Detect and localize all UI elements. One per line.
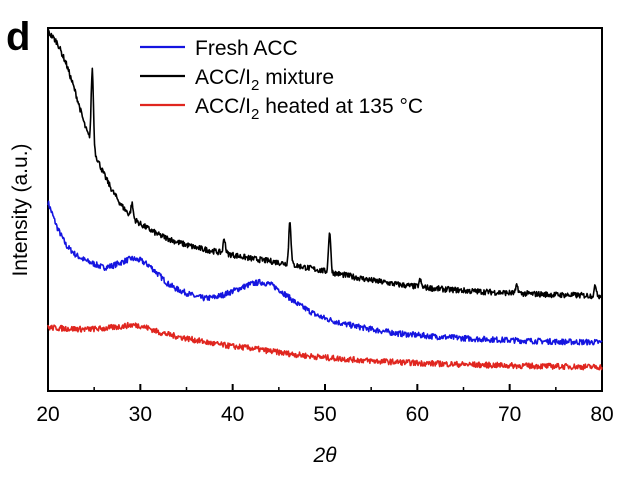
x-tick-label: 60 [406,403,429,426]
series-line-0 [47,200,603,346]
x-axis-label: 2θ [312,444,337,467]
x-tick-label: 40 [221,403,244,426]
x-axis-ticks: 20 30 40 50 60 70 80 [36,384,614,426]
series-layer [47,29,603,371]
series-line-1 [47,29,603,300]
y-axis-label: Intensity (a.u.) [9,143,32,276]
panel-label: d [6,15,30,59]
x-tick-label: 30 [129,403,152,426]
x-tick-label: 80 [590,403,613,426]
x-tick-label: 20 [36,403,59,426]
x-tick-label: 70 [498,403,521,426]
legend-label-1: ACC/I2 mixture [195,66,334,94]
x-tick-label: 50 [313,403,336,426]
legend-label-2: ACC/I2 heated at 135 °C [195,95,423,123]
series-line-2 [47,321,603,371]
legend-label-0: Fresh ACC [195,37,298,60]
